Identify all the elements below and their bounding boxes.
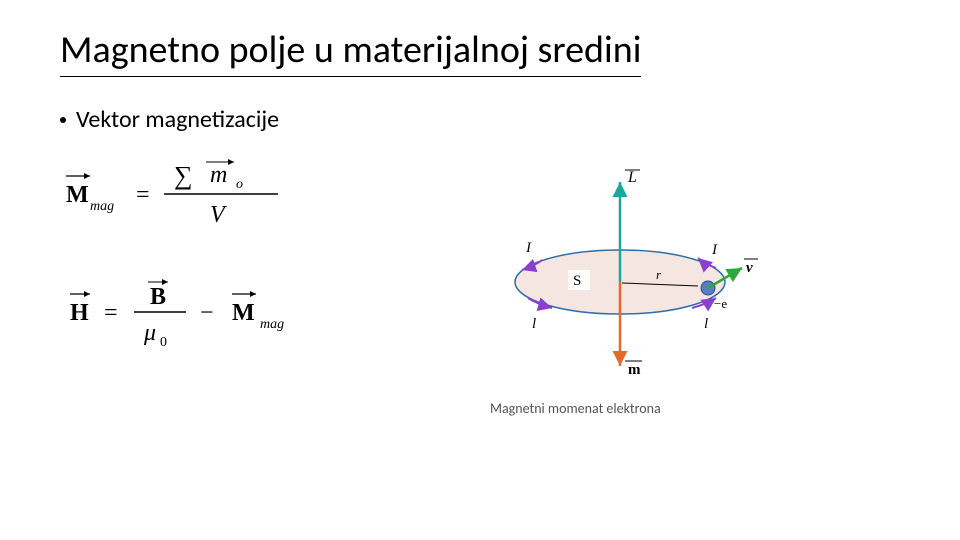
label-I-left: I bbox=[525, 240, 532, 256]
electron-orbit-diagram: L m I I l l bbox=[470, 152, 770, 392]
svg-text:mag: mag bbox=[90, 199, 114, 214]
label-I-right: I bbox=[711, 242, 718, 258]
slide-title: Magnetno polje u materijalnoj sredini bbox=[60, 30, 641, 77]
label-electron: −e bbox=[714, 296, 727, 311]
svg-text:∑: ∑ bbox=[174, 161, 193, 190]
formula-magnetization: M mag = ∑ m o bbox=[60, 152, 380, 232]
label-v: v bbox=[746, 260, 753, 276]
svg-text:B: B bbox=[150, 284, 166, 310]
svg-text:m: m bbox=[210, 162, 227, 188]
svg-text:o: o bbox=[236, 177, 243, 192]
bullet-text: Vektor magnetizacije bbox=[76, 105, 279, 134]
label-l-bl: l bbox=[532, 316, 536, 332]
svg-text:=: = bbox=[136, 182, 150, 208]
svg-text:V: V bbox=[210, 202, 227, 228]
svg-text:M: M bbox=[232, 300, 255, 326]
svg-text:=: = bbox=[104, 300, 118, 326]
label-m: m bbox=[628, 362, 641, 378]
diagram-caption: Magnetni momenat elektrona bbox=[450, 400, 790, 417]
label-l-br: l bbox=[704, 316, 708, 332]
bullet-item: Vektor magnetizacije bbox=[60, 105, 900, 134]
svg-text:−: − bbox=[200, 300, 214, 326]
svg-text:H: H bbox=[70, 300, 89, 326]
diagram-column: L m I I l l bbox=[450, 152, 790, 417]
formula-column: M mag = ∑ m o bbox=[60, 152, 380, 417]
label-L: L bbox=[627, 169, 637, 186]
label-S: S bbox=[573, 273, 581, 289]
svg-text:0: 0 bbox=[160, 335, 167, 350]
svg-text:mag: mag bbox=[260, 317, 284, 332]
bullet-dot-icon bbox=[60, 117, 66, 123]
svg-text:μ: μ bbox=[143, 320, 156, 346]
svg-text:M: M bbox=[66, 182, 89, 208]
formula-hfield: H = B μ 0 bbox=[60, 268, 380, 354]
